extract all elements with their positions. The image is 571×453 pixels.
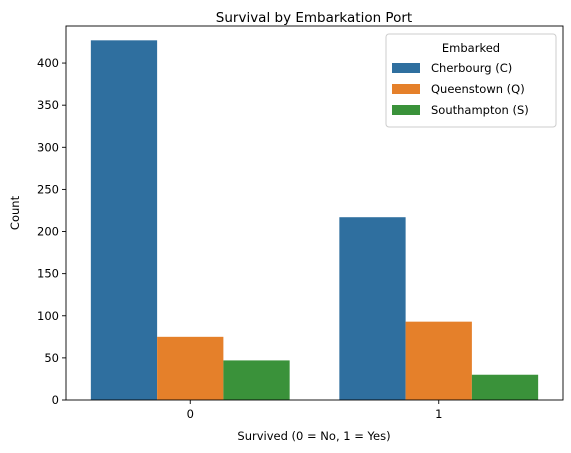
bar — [471, 374, 539, 400]
chart-title: Survival by Embarkation Port — [216, 10, 412, 26]
legend-frame — [385, 33, 557, 128]
bar — [90, 40, 158, 400]
bar — [223, 360, 290, 400]
y-tick-label: 100 — [37, 309, 59, 323]
y-tick-label: 50 — [44, 351, 59, 365]
y-tick-label: 200 — [37, 225, 59, 239]
legend-swatch — [392, 63, 420, 73]
y-tick-label: 400 — [37, 56, 59, 70]
bar — [405, 321, 472, 400]
bar — [339, 217, 406, 400]
legend: Embarked Cherbourg (C) Queenstown (Q) Sout… — [385, 33, 557, 128]
legend-swatch — [392, 84, 420, 94]
bars — [90, 40, 539, 400]
x-tick-label: 1 — [435, 407, 442, 421]
y-tick-label: 300 — [37, 140, 59, 154]
legend-label: Queenstown (Q) — [431, 82, 525, 96]
legend-title: Embarked — [442, 41, 500, 55]
y-tick-label: 350 — [37, 98, 59, 112]
legend-label: Southampton (S) — [431, 103, 529, 117]
x-axis-label: Survived (0 = No, 1 = Yes) — [237, 429, 390, 443]
y-axis: 0 50 100 150 200 250 300 350 400 — [37, 56, 66, 407]
x-tick-label: 0 — [187, 407, 194, 421]
y-tick-label: 150 — [37, 267, 59, 281]
y-axis-label: Count — [8, 195, 22, 230]
legend-swatch — [392, 105, 420, 115]
y-tick-label: 0 — [52, 393, 59, 407]
bar — [157, 336, 224, 400]
plot-frame — [65, 25, 564, 401]
legend-label: Cherbourg (C) — [431, 61, 512, 75]
y-tick-label: 250 — [37, 182, 59, 196]
